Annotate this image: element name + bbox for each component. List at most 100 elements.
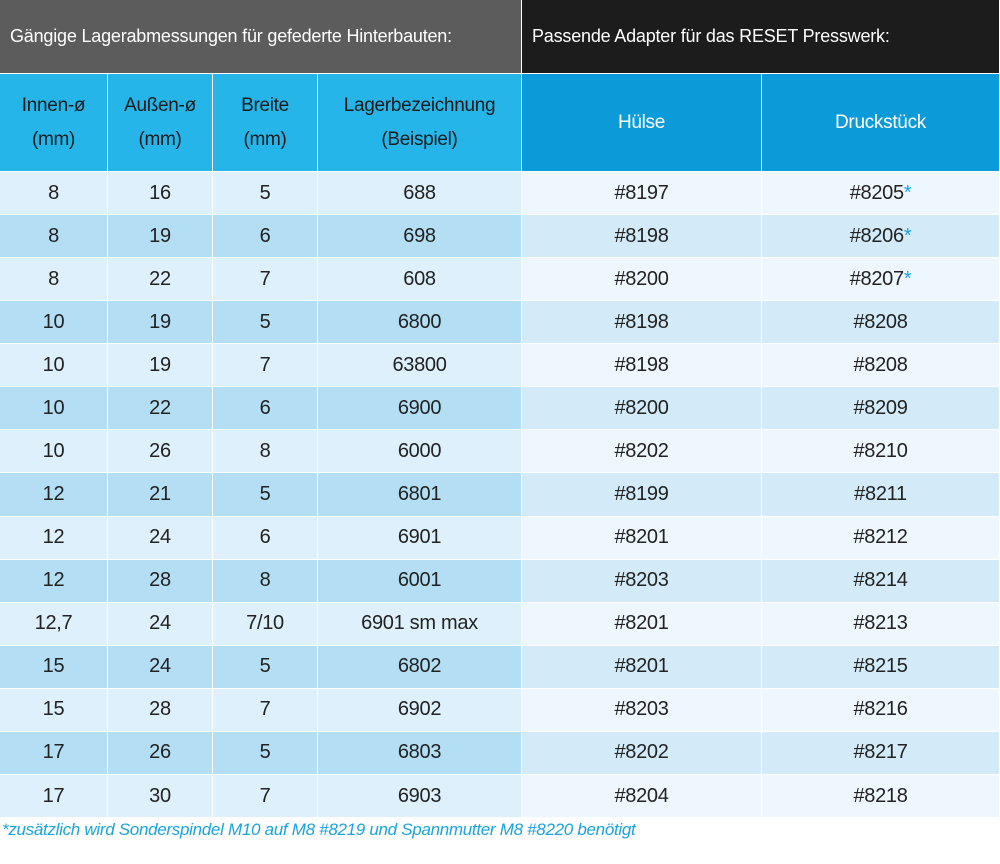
header-line: Breite bbox=[241, 94, 289, 116]
table-cell: 6001 bbox=[318, 559, 522, 603]
table-cell: #8218 bbox=[762, 774, 1000, 819]
table-cell: 28 bbox=[108, 559, 213, 603]
table-cell: #8198 bbox=[522, 301, 762, 345]
table-cell: #8213 bbox=[762, 602, 1000, 646]
table-cell: 608 bbox=[318, 258, 522, 302]
footnote: *zusätzlich wird Sonderspindel M10 auf M… bbox=[2, 820, 636, 839]
table-cell: 10 bbox=[0, 344, 108, 388]
header-line: Lagerbezeichnung bbox=[343, 94, 496, 116]
table-cell: #8212 bbox=[762, 516, 1000, 560]
table-cell: 6802 bbox=[318, 645, 522, 689]
table-cell: 10 bbox=[0, 387, 108, 431]
table-cell: #8202 bbox=[522, 430, 762, 474]
table-cell: 5 bbox=[213, 645, 318, 689]
header-line: Druckstück bbox=[835, 111, 926, 133]
table-cell: #8202 bbox=[522, 731, 762, 775]
left-title: Gängige Lagerabmessungen für gefederte H… bbox=[0, 0, 522, 74]
table-cell: #8208 bbox=[762, 344, 1000, 388]
column-header: Druckstück bbox=[762, 74, 1000, 172]
table-cell: 6903 bbox=[318, 774, 522, 819]
table-cell: 5 bbox=[213, 473, 318, 517]
header-line: (mm) bbox=[243, 128, 287, 150]
table-cell: #8201 bbox=[522, 516, 762, 560]
header-line: Innen-ø bbox=[21, 94, 86, 116]
table-cell: #8204 bbox=[522, 774, 762, 819]
table-cell: 8 bbox=[213, 559, 318, 603]
table-cell: 24 bbox=[108, 645, 213, 689]
table-cell: 6 bbox=[213, 215, 318, 259]
table-cell: 7 bbox=[213, 688, 318, 732]
table-cell: #8211 bbox=[762, 473, 1000, 517]
right-title: Passende Adapter für das RESET Presswerk… bbox=[522, 0, 1000, 74]
table-cell: 21 bbox=[108, 473, 213, 517]
table-cell: 5 bbox=[213, 731, 318, 775]
table-cell: #8205 * bbox=[762, 172, 1000, 216]
table-cell: 8 bbox=[0, 258, 108, 302]
table-cell: #8207 * bbox=[762, 258, 1000, 302]
table-cell: 7 bbox=[213, 258, 318, 302]
table-cell: 6803 bbox=[318, 731, 522, 775]
column-header: Hülse bbox=[522, 74, 762, 172]
table-cell: #8208 bbox=[762, 301, 1000, 345]
table-cell: #8200 bbox=[522, 387, 762, 431]
table-cell: 30 bbox=[108, 774, 213, 819]
table-cell: 6 bbox=[213, 387, 318, 431]
table-cell: 26 bbox=[108, 731, 213, 775]
table-cell: 16 bbox=[108, 172, 213, 216]
table-cell: #8198 bbox=[522, 215, 762, 259]
table-cell: 24 bbox=[108, 516, 213, 560]
table-cell: 12,7 bbox=[0, 602, 108, 646]
table-cell: 6 bbox=[213, 516, 318, 560]
table-cell: 698 bbox=[318, 215, 522, 259]
table-cell: 6900 bbox=[318, 387, 522, 431]
table-cell: 15 bbox=[0, 688, 108, 732]
table-cell: 12 bbox=[0, 559, 108, 603]
table-cell: 15 bbox=[0, 645, 108, 689]
table-cell: 6901 sm max bbox=[318, 602, 522, 646]
table-cell: 8 bbox=[213, 430, 318, 474]
header-line: (mm) bbox=[138, 128, 182, 150]
cell-text: #8205 bbox=[849, 181, 904, 204]
table-cell: 19 bbox=[108, 344, 213, 388]
header-line: Außen-ø bbox=[124, 94, 196, 116]
table-cell: 7 bbox=[213, 774, 318, 819]
cell-text: #8207 bbox=[849, 267, 904, 290]
table-cell: #8203 bbox=[522, 688, 762, 732]
table-cell: 22 bbox=[108, 387, 213, 431]
table-cell: #8198 bbox=[522, 344, 762, 388]
table-cell: 7 bbox=[213, 344, 318, 388]
table-cell: 12 bbox=[0, 473, 108, 517]
table-cell: 6800 bbox=[318, 301, 522, 345]
table-cell: #8199 bbox=[522, 473, 762, 517]
table-cell: #8214 bbox=[762, 559, 1000, 603]
header-line: (mm) bbox=[31, 128, 76, 150]
column-header: Außen-ø (mm) bbox=[108, 74, 213, 172]
table-cell: 19 bbox=[108, 215, 213, 259]
table-cell: #8201 bbox=[522, 645, 762, 689]
table-cell: 5 bbox=[213, 301, 318, 345]
table-cell: 7/10 bbox=[213, 602, 318, 646]
table-cell: 17 bbox=[0, 774, 108, 819]
footnote-mark: * bbox=[903, 267, 912, 290]
table-cell: 6902 bbox=[318, 688, 522, 732]
header-line: (Beispiel) bbox=[381, 128, 458, 150]
table-cell: #8201 bbox=[522, 602, 762, 646]
table-cell: 63800 bbox=[318, 344, 522, 388]
table-cell: 19 bbox=[108, 301, 213, 345]
table-cell: #8203 bbox=[522, 559, 762, 603]
table-cell: 10 bbox=[0, 301, 108, 345]
table-cell: 26 bbox=[108, 430, 213, 474]
column-header: Lagerbezeichnung (Beispiel) bbox=[318, 74, 522, 172]
table-cell: 12 bbox=[0, 516, 108, 560]
column-header: Innen-ø (mm) bbox=[0, 74, 108, 172]
table-cell: 8 bbox=[0, 172, 108, 216]
table-cell: #8215 bbox=[762, 645, 1000, 689]
table-cell: #8216 bbox=[762, 688, 1000, 732]
header-line: Hülse bbox=[617, 111, 666, 133]
table-cell: 6000 bbox=[318, 430, 522, 474]
table-cell: 22 bbox=[108, 258, 213, 302]
table-cell: 17 bbox=[0, 731, 108, 775]
footnote-mark: * bbox=[903, 224, 912, 247]
table-cell: #8200 bbox=[522, 258, 762, 302]
